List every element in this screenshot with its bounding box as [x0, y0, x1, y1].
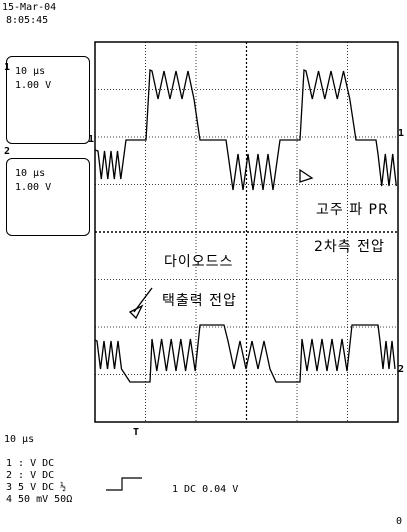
channel-2-trace	[94, 324, 396, 383]
footer-ch4: 4 50 mV 50Ω	[6, 494, 73, 505]
channel-2-marker-box: 2	[4, 146, 11, 157]
channel-1-volts: 1.00 V	[15, 80, 52, 91]
footer-ch2: 2 : V DC	[6, 470, 55, 481]
annotation-secondary-voltage: 2차측 전압	[314, 239, 385, 255]
channel-1-timebase: 10 µs	[15, 66, 46, 77]
footer-timebase: 10 µs	[4, 434, 35, 445]
channel-1-marker: 1	[4, 62, 11, 73]
channel-2-box[interactable]: 10 µs 1.00 V	[6, 158, 90, 236]
channel-2-volts: 1.00 V	[15, 182, 52, 193]
annotation-hf-primary: 고주 파 PR	[316, 202, 389, 218]
time-readout: 8:05:45	[6, 15, 49, 26]
channel-2-right-marker: 2	[398, 364, 405, 375]
corner-zero: 0	[396, 516, 403, 527]
trigger-position-marker: T	[133, 427, 140, 438]
date-readout: 15-Mar-04	[2, 2, 57, 13]
annotation-diode-stack: 다이오드스	[164, 254, 234, 270]
channel-1-box[interactable]: 10 µs 1.00 V	[6, 56, 90, 144]
cursor-leader	[133, 287, 153, 313]
footer-ch1: 1 : V DC	[6, 458, 55, 469]
cursor-arrow-2	[128, 304, 144, 320]
channel-1-right-marker: 1	[398, 128, 405, 139]
channel-1-trace	[94, 68, 397, 191]
footer-ch3: 3 5 V DC ½	[6, 482, 67, 493]
annotation-output-voltage: 택출력 전압	[162, 293, 237, 309]
cursor-arrow-1	[299, 168, 314, 183]
footer-trigger: 1 DC 0.04 V	[172, 484, 239, 495]
channel-2-timebase: 10 µs	[15, 168, 46, 179]
trigger-level-marker: 1	[88, 134, 95, 145]
